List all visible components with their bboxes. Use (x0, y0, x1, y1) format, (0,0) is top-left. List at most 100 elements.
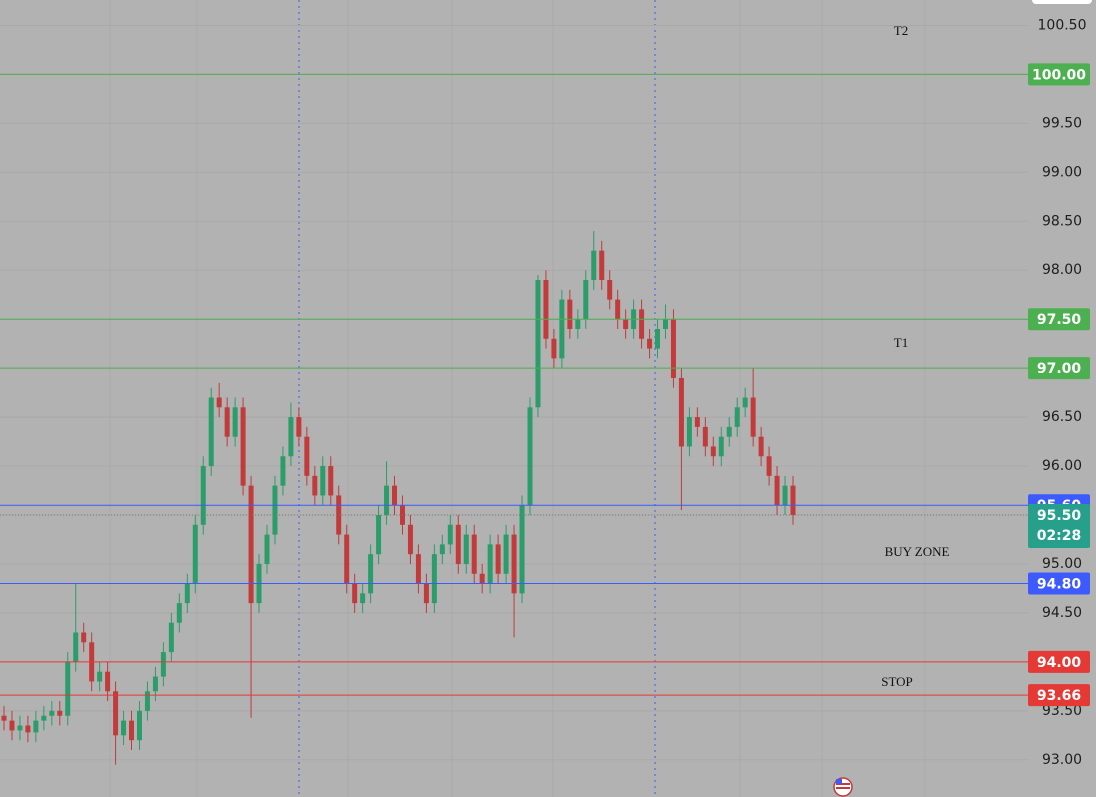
last-price-label: 95.50 (1037, 508, 1082, 524)
y-tick-label: 93.00 (1042, 752, 1082, 768)
candle-body (57, 710, 63, 716)
candle-body (240, 407, 246, 486)
level-badge (1028, 684, 1090, 707)
y-tick-label: 93.50 (1042, 703, 1082, 719)
candle-body (176, 603, 182, 623)
candle-body (407, 524, 413, 555)
candle-body (439, 544, 445, 555)
candle-body (41, 715, 47, 721)
candle-body (607, 280, 613, 300)
candle-body (49, 710, 55, 716)
candle-body (623, 319, 629, 329)
candle-body (670, 319, 676, 378)
candle-body (471, 534, 477, 574)
candle-body (304, 436, 310, 476)
candle-body (575, 319, 581, 329)
y-tick-label: 98.50 (1042, 213, 1082, 229)
level-label: 93.66 (1037, 688, 1081, 704)
candle-body (527, 407, 533, 506)
y-tick-label: 94.50 (1042, 605, 1082, 621)
candle-body (455, 524, 461, 564)
candle-body (344, 534, 350, 584)
candle-body (559, 299, 565, 359)
candle-body (216, 397, 222, 408)
candle-body (320, 466, 326, 496)
candle-body (288, 417, 294, 457)
candle-body (192, 524, 198, 584)
candle-body (639, 309, 645, 339)
annotation: T1 (894, 335, 908, 350)
level-label: 94.80 (1037, 577, 1082, 593)
candle-body (774, 475, 780, 506)
y-tick-label: 100.50 (1038, 17, 1087, 33)
last-price-badge (1028, 504, 1090, 549)
level-badge (1028, 572, 1090, 595)
candle-body (376, 515, 382, 555)
candle-body (766, 456, 772, 476)
candle-body (782, 485, 788, 506)
candle-body (686, 417, 692, 447)
level-label: 94.00 (1037, 655, 1082, 671)
candle-body (97, 671, 103, 682)
candle-body (296, 417, 302, 437)
level-badge (1028, 650, 1090, 673)
flag-canton (836, 779, 842, 784)
level-badge (1028, 308, 1090, 331)
candle-body (710, 446, 716, 457)
annotation: BUY ZONE (885, 544, 950, 559)
candle-body (328, 466, 334, 496)
candle-body (136, 710, 142, 741)
candle-body (200, 466, 206, 525)
candle-body (415, 554, 421, 584)
candle-body (511, 534, 517, 594)
candle-body (280, 456, 286, 486)
candle-body (208, 397, 214, 467)
toolbar-corner (1032, 0, 1092, 4)
candle-body (503, 534, 509, 574)
candle-body (392, 485, 398, 506)
candle-body (25, 725, 31, 733)
candle-body (184, 583, 190, 604)
candle-body (360, 593, 366, 604)
candle-body (567, 299, 573, 329)
level-label: 97.50 (1037, 312, 1082, 328)
level-badge (1028, 63, 1090, 86)
candle-body (312, 475, 318, 496)
candle-body (248, 485, 254, 604)
candle-body (742, 397, 748, 408)
level-label: 100.00 (1032, 67, 1086, 83)
candle-body (718, 436, 724, 457)
y-tick-label: 98.00 (1042, 262, 1082, 278)
candle-body (599, 250, 605, 281)
candle-body (121, 720, 127, 736)
candle-body (694, 417, 700, 427)
candle-body (702, 426, 708, 447)
candle-body (73, 632, 79, 662)
candle-body (463, 534, 469, 564)
candle-body (487, 544, 493, 584)
vertical-grid (109, 0, 926, 797)
candle-body (790, 485, 796, 516)
y-tick-label: 99.50 (1042, 115, 1082, 131)
candle-body (160, 652, 166, 677)
candle-body (65, 661, 71, 716)
candle-body (519, 505, 525, 594)
candle-body (17, 725, 23, 731)
candle-body (352, 583, 358, 604)
candle-body (447, 524, 453, 545)
candle-body (264, 534, 270, 564)
candle-body (726, 426, 732, 437)
candle-body (479, 573, 485, 584)
candle-body (535, 280, 541, 408)
candle-body (33, 720, 39, 733)
candle-body (495, 544, 501, 574)
candle-body (423, 583, 429, 604)
candle-body (662, 319, 668, 329)
candle-body (551, 338, 557, 359)
y-tick-label: 99.00 (1042, 164, 1082, 180)
annotation: T2 (894, 23, 908, 38)
candle-body (272, 485, 278, 535)
candle-body (583, 280, 589, 320)
